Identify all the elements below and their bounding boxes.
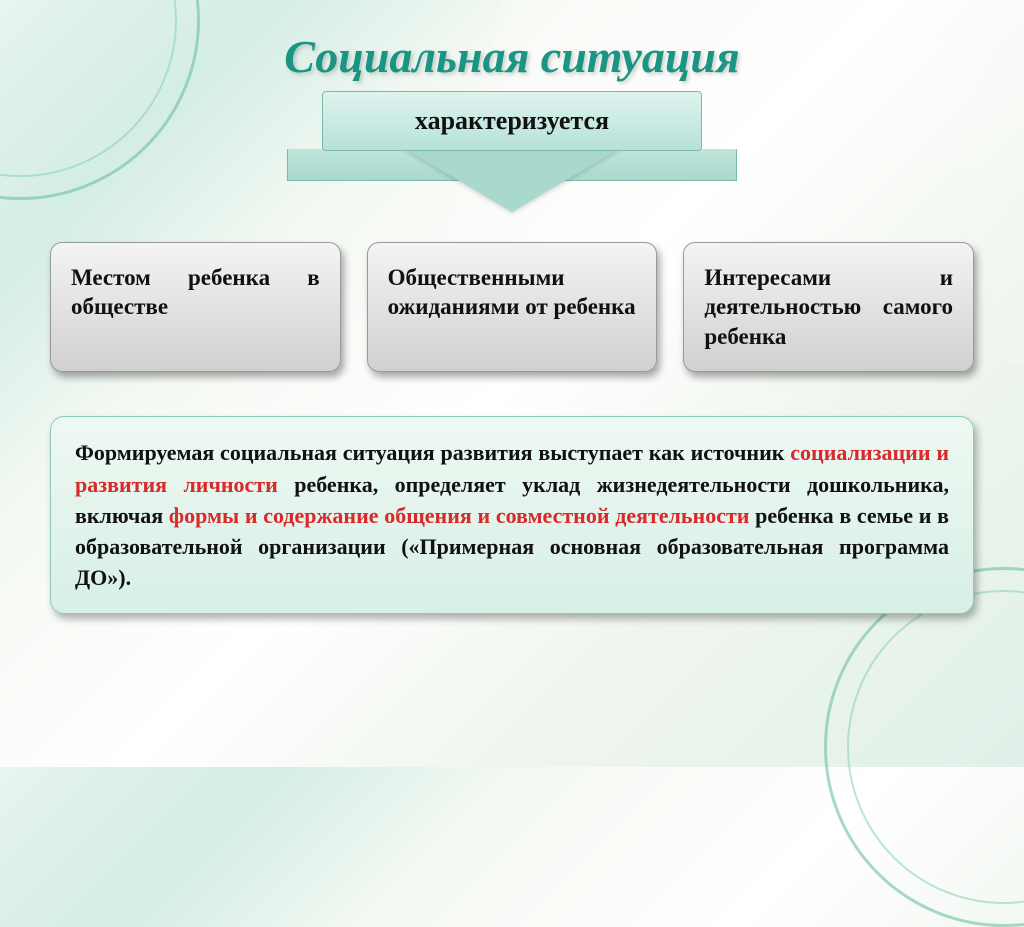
slide-content: Социальная ситуация характеризуется Мест…: [0, 0, 1024, 767]
arrow-label: характеризуется: [322, 91, 702, 151]
arrow-head-icon: [402, 147, 622, 212]
slide-title: Социальная ситуация: [50, 30, 974, 83]
card-place-in-society: Местом ребенка в обществе: [50, 242, 341, 372]
card-social-expectations: Общественными ожиданиями от ребенка: [367, 242, 658, 372]
description-text: Формируемая социальная ситуация развития…: [75, 440, 790, 465]
cards-row: Местом ребенка в обществе Общественными …: [50, 242, 974, 372]
card-child-interests: Интересами и деятельностью самого ребенк…: [683, 242, 974, 372]
description-panel: Формируемая социальная ситуация развития…: [50, 416, 974, 614]
down-arrow: характеризуется: [322, 91, 702, 212]
description-highlight: формы и содержание общения и совместной …: [169, 503, 750, 528]
